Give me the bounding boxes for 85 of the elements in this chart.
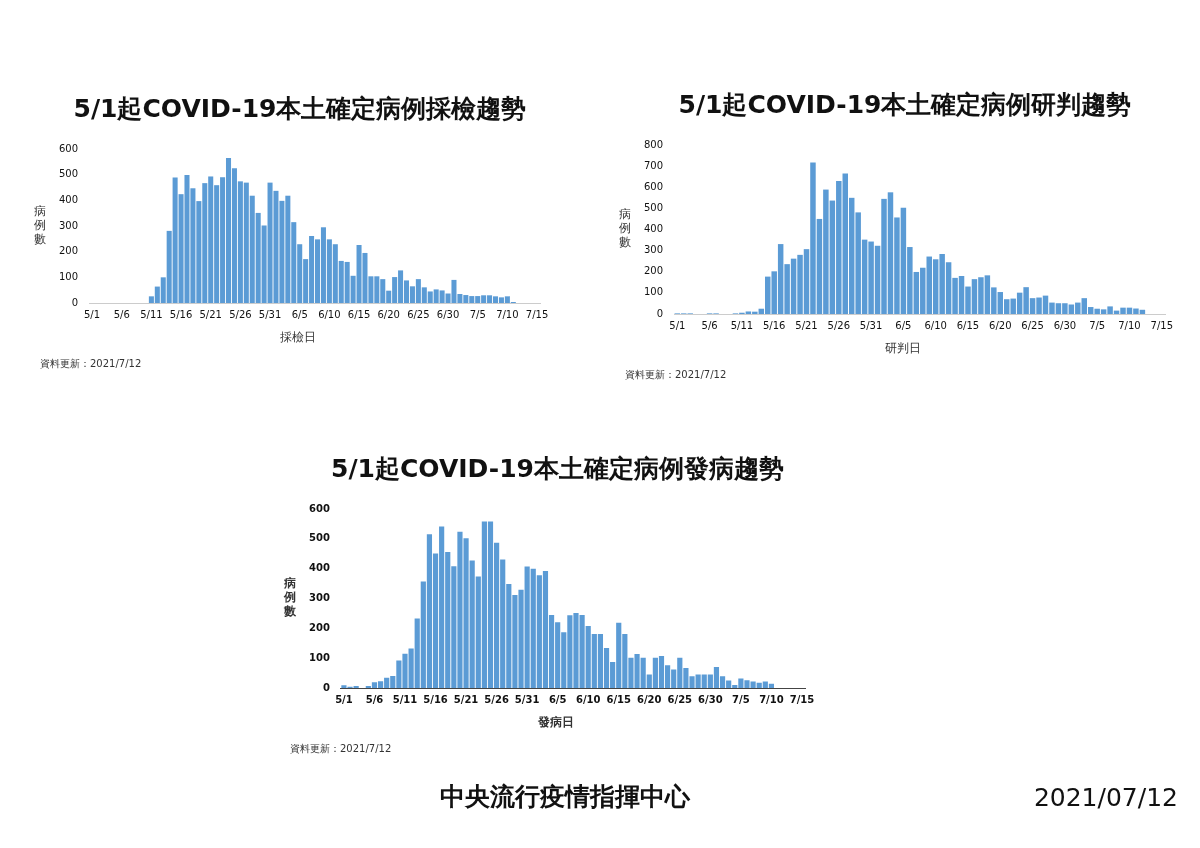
y-tick-label: 700: [643, 159, 664, 171]
x-tick-label: 7/10: [1118, 319, 1141, 331]
chart-title: 5/1起COVID-19本土確定病例發病趨勢: [330, 453, 785, 485]
y-tick-label: 400: [309, 562, 330, 574]
x-tick-label: 6/30: [1053, 319, 1077, 331]
x-axis-title: 採檢日: [279, 329, 317, 346]
y-tick-label: 500: [58, 168, 79, 180]
x-tick-label: 5/31: [514, 693, 540, 705]
y-tick-label: 600: [58, 142, 79, 154]
x-tick-label: 5/26: [827, 319, 851, 331]
x-tick-label: 6/15: [956, 319, 980, 331]
y-tick-label: 600: [643, 180, 664, 192]
x-tick-label: 6/5: [548, 693, 567, 705]
x-tick-label: 5/16: [762, 319, 786, 331]
y-tick-label: 400: [643, 223, 664, 235]
x-tick-label: 5/21: [795, 319, 818, 331]
x-tick-label: 5/21: [199, 308, 222, 320]
y-tick-label: 800: [643, 138, 664, 150]
x-axis-title: 發病日: [536, 714, 575, 731]
x-tick-label: 5/26: [484, 693, 509, 705]
y-tick-label: 300: [643, 244, 664, 256]
y-tick-label: 0: [322, 681, 330, 693]
y-tick-label: 0: [656, 307, 664, 319]
x-tick-label: 6/15: [347, 308, 371, 320]
x-tick-label: 5/1: [335, 693, 353, 705]
y-tick-label: 200: [643, 265, 664, 277]
y-tick-label: 200: [58, 245, 79, 257]
x-tick-label: 7/5: [732, 693, 750, 705]
text: 資料更新：2021/7/12: [290, 742, 392, 756]
x-tick-label: 7/10: [496, 308, 519, 320]
x-tick-label: 7/5: [1089, 319, 1106, 331]
x-tick-label: 6/15: [606, 693, 632, 705]
x-tick-label: 6/25: [667, 693, 693, 705]
text: 資料更新：2021/7/12: [40, 357, 142, 371]
x-tick-label: 6/10: [318, 308, 341, 320]
x-tick-label: 5/31: [859, 319, 883, 331]
y-tick-label: 500: [643, 201, 664, 213]
x-tick-label: 7/15: [789, 693, 815, 705]
y-axis-title: 病例數: [284, 576, 297, 618]
x-tick-label: 5/6: [701, 319, 718, 331]
x-tick-label: 6/20: [377, 308, 400, 320]
x-tick-label: 6/5: [895, 319, 912, 331]
chart-title: 5/1起COVID-19本土確定病例採檢趨勢: [72, 93, 528, 125]
x-tick-label: 5/16: [423, 693, 448, 705]
x-tick-label: 6/30: [436, 308, 460, 320]
x-tick-label: 5/6: [113, 308, 130, 320]
y-tick-label: 300: [58, 219, 79, 231]
y-tick-label: 200: [309, 621, 330, 633]
x-tick-label: 5/16: [169, 308, 193, 320]
x-tick-label: 6/5: [291, 308, 308, 320]
text: 中央流行疫情指揮中心: [440, 781, 690, 813]
y-tick-label: 100: [58, 270, 79, 282]
y-tick-label: 0: [71, 296, 79, 308]
x-tick-label: 7/10: [759, 693, 784, 705]
x-tick-label: 7/15: [1150, 319, 1173, 331]
y-tick-label: 300: [309, 592, 330, 604]
x-axis-title: 研判日: [884, 340, 922, 357]
y-tick-label: 600: [309, 502, 330, 514]
y-axis-title: 病例數: [34, 203, 47, 246]
y-tick-label: 100: [643, 286, 664, 298]
x-tick-label: 5/1: [84, 308, 101, 320]
x-tick-label: 5/6: [365, 693, 384, 705]
x-tick-label: 6/25: [1021, 319, 1044, 331]
y-axis-title: 病例數: [619, 207, 632, 249]
chart-title: 5/1起COVID-19本土確定病例研判趨勢: [677, 89, 1133, 121]
x-tick-label: 5/26: [229, 308, 252, 320]
x-tick-label: 6/30: [698, 693, 723, 705]
y-tick-label: 500: [309, 532, 330, 544]
text: 資料更新：2021/7/12: [625, 368, 727, 382]
x-tick-label: 5/11: [730, 319, 754, 331]
x-tick-label: 6/25: [407, 308, 430, 320]
text: 2021/07/12: [1033, 783, 1178, 812]
x-tick-label: 5/11: [392, 693, 418, 705]
x-tick-label: 5/31: [258, 308, 282, 320]
y-tick-label: 400: [58, 193, 79, 205]
x-tick-label: 6/20: [989, 319, 1012, 331]
x-tick-label: 5/11: [140, 308, 163, 320]
x-tick-label: 5/21: [453, 693, 479, 705]
x-tick-label: 5/1: [669, 319, 686, 331]
x-tick-label: 6/10: [924, 319, 947, 331]
y-tick-label: 100: [309, 651, 330, 663]
x-tick-label: 7/5: [469, 308, 486, 320]
x-tick-label: 6/20: [637, 693, 662, 705]
x-tick-label: 6/10: [575, 693, 601, 705]
x-tick-label: 7/15: [525, 308, 549, 320]
